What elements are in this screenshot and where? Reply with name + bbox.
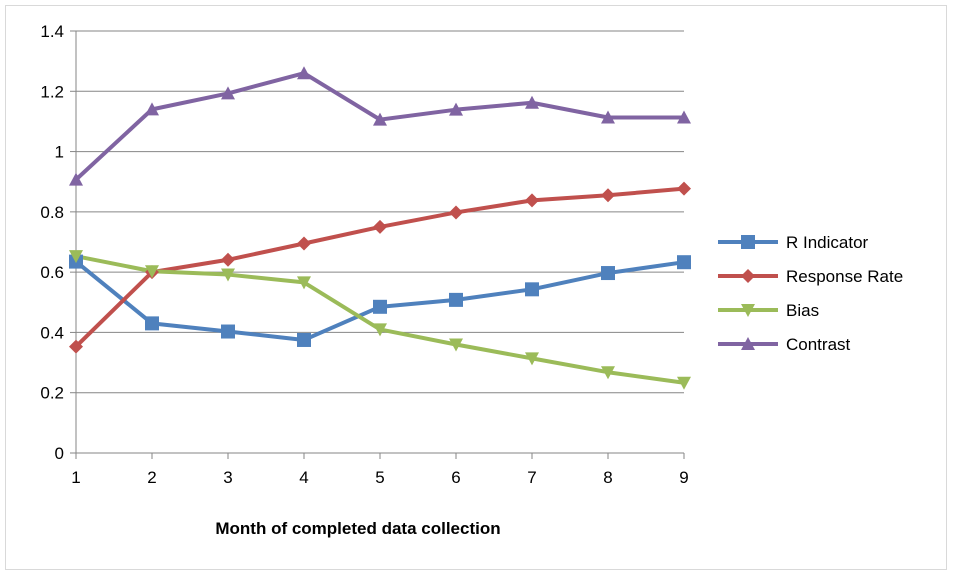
- x-tick-label: 7: [527, 468, 536, 487]
- data-point-bias: [297, 276, 311, 290]
- legend-item-r-indicator: R Indicator: [718, 233, 869, 252]
- legend-swatch-marker: [741, 337, 755, 350]
- x-tick-label: 5: [375, 468, 384, 487]
- x-tick-label: 6: [451, 468, 460, 487]
- data-point-bias: [221, 268, 235, 282]
- y-tick-label: 0.2: [40, 384, 64, 403]
- data-point-r-indicator: [601, 266, 615, 281]
- data-point-contrast: [677, 110, 691, 124]
- data-point-bias: [69, 250, 83, 264]
- data-point-contrast: [297, 66, 311, 80]
- data-point-response-rate: [373, 219, 387, 234]
- data-point-bias: [373, 323, 387, 337]
- data-point-response-rate: [221, 252, 235, 267]
- y-tick-label: 0: [55, 444, 64, 463]
- data-point-r-indicator: [449, 292, 463, 307]
- legend-item-response-rate: Response Rate: [718, 267, 903, 286]
- data-point-contrast: [601, 110, 615, 124]
- data-point-bias: [601, 366, 615, 380]
- data-point-r-indicator: [145, 316, 159, 331]
- data-point-r-indicator: [297, 332, 311, 347]
- series-markers: [69, 66, 691, 390]
- data-point-r-indicator: [525, 282, 539, 297]
- x-tick-label: 3: [223, 468, 232, 487]
- data-point-bias: [449, 338, 463, 352]
- gridlines: [76, 30, 684, 394]
- data-point-r-indicator: [221, 324, 235, 339]
- x-axis-title: Month of completed data collection: [215, 519, 500, 538]
- data-point-response-rate: [601, 188, 615, 203]
- x-tick-label: 9: [679, 468, 688, 487]
- data-point-response-rate: [677, 181, 691, 196]
- data-point-response-rate: [69, 339, 83, 354]
- legend-swatch-marker: [741, 304, 755, 317]
- legend-swatch-marker: [741, 269, 755, 283]
- data-point-contrast: [145, 102, 159, 116]
- data-point-bias: [677, 376, 691, 390]
- data-point-r-indicator: [373, 299, 387, 314]
- y-tick-label: 0.4: [40, 323, 64, 342]
- data-point-bias: [525, 352, 539, 366]
- axes: [70, 30, 685, 459]
- x-tick-label: 8: [603, 468, 612, 487]
- legend-label: R Indicator: [786, 233, 869, 252]
- data-point-response-rate: [525, 193, 539, 208]
- legend-label: Contrast: [786, 335, 851, 354]
- data-point-contrast: [373, 112, 387, 126]
- data-point-contrast: [449, 102, 463, 116]
- data-point-bias: [145, 265, 159, 279]
- y-tick-label: 0.6: [40, 263, 64, 282]
- y-tick-label: 1.4: [40, 22, 64, 41]
- data-point-response-rate: [449, 205, 463, 220]
- legend-label: Bias: [786, 301, 819, 320]
- y-tick-label: 1.2: [40, 82, 64, 101]
- data-point-contrast: [525, 95, 539, 109]
- series-line-contrast: [74, 71, 686, 182]
- legend-swatch-marker: [741, 235, 755, 249]
- legend-label: Response Rate: [786, 267, 903, 286]
- legend: R Indicator Response Rate Bias Contrast: [718, 233, 903, 354]
- legend-item-contrast: Contrast: [718, 335, 851, 354]
- y-tick-label: 1: [55, 143, 64, 162]
- x-tick-label: 2: [147, 468, 156, 487]
- data-point-contrast: [69, 172, 83, 186]
- y-tick-label: 0.8: [40, 203, 64, 222]
- data-point-response-rate: [297, 236, 311, 251]
- chart-frame: [5, 5, 947, 570]
- legend-item-bias: Bias: [718, 301, 819, 320]
- x-tick-label: 4: [299, 468, 308, 487]
- data-point-r-indicator: [677, 255, 691, 270]
- tick-labels: 0 0.2 0.4 0.6 0.8 1 1.2 1.4 1 2 3 4 5 6 7 8 9: [40, 22, 688, 487]
- data-point-contrast: [221, 86, 235, 100]
- x-tick-label: 1: [71, 468, 80, 487]
